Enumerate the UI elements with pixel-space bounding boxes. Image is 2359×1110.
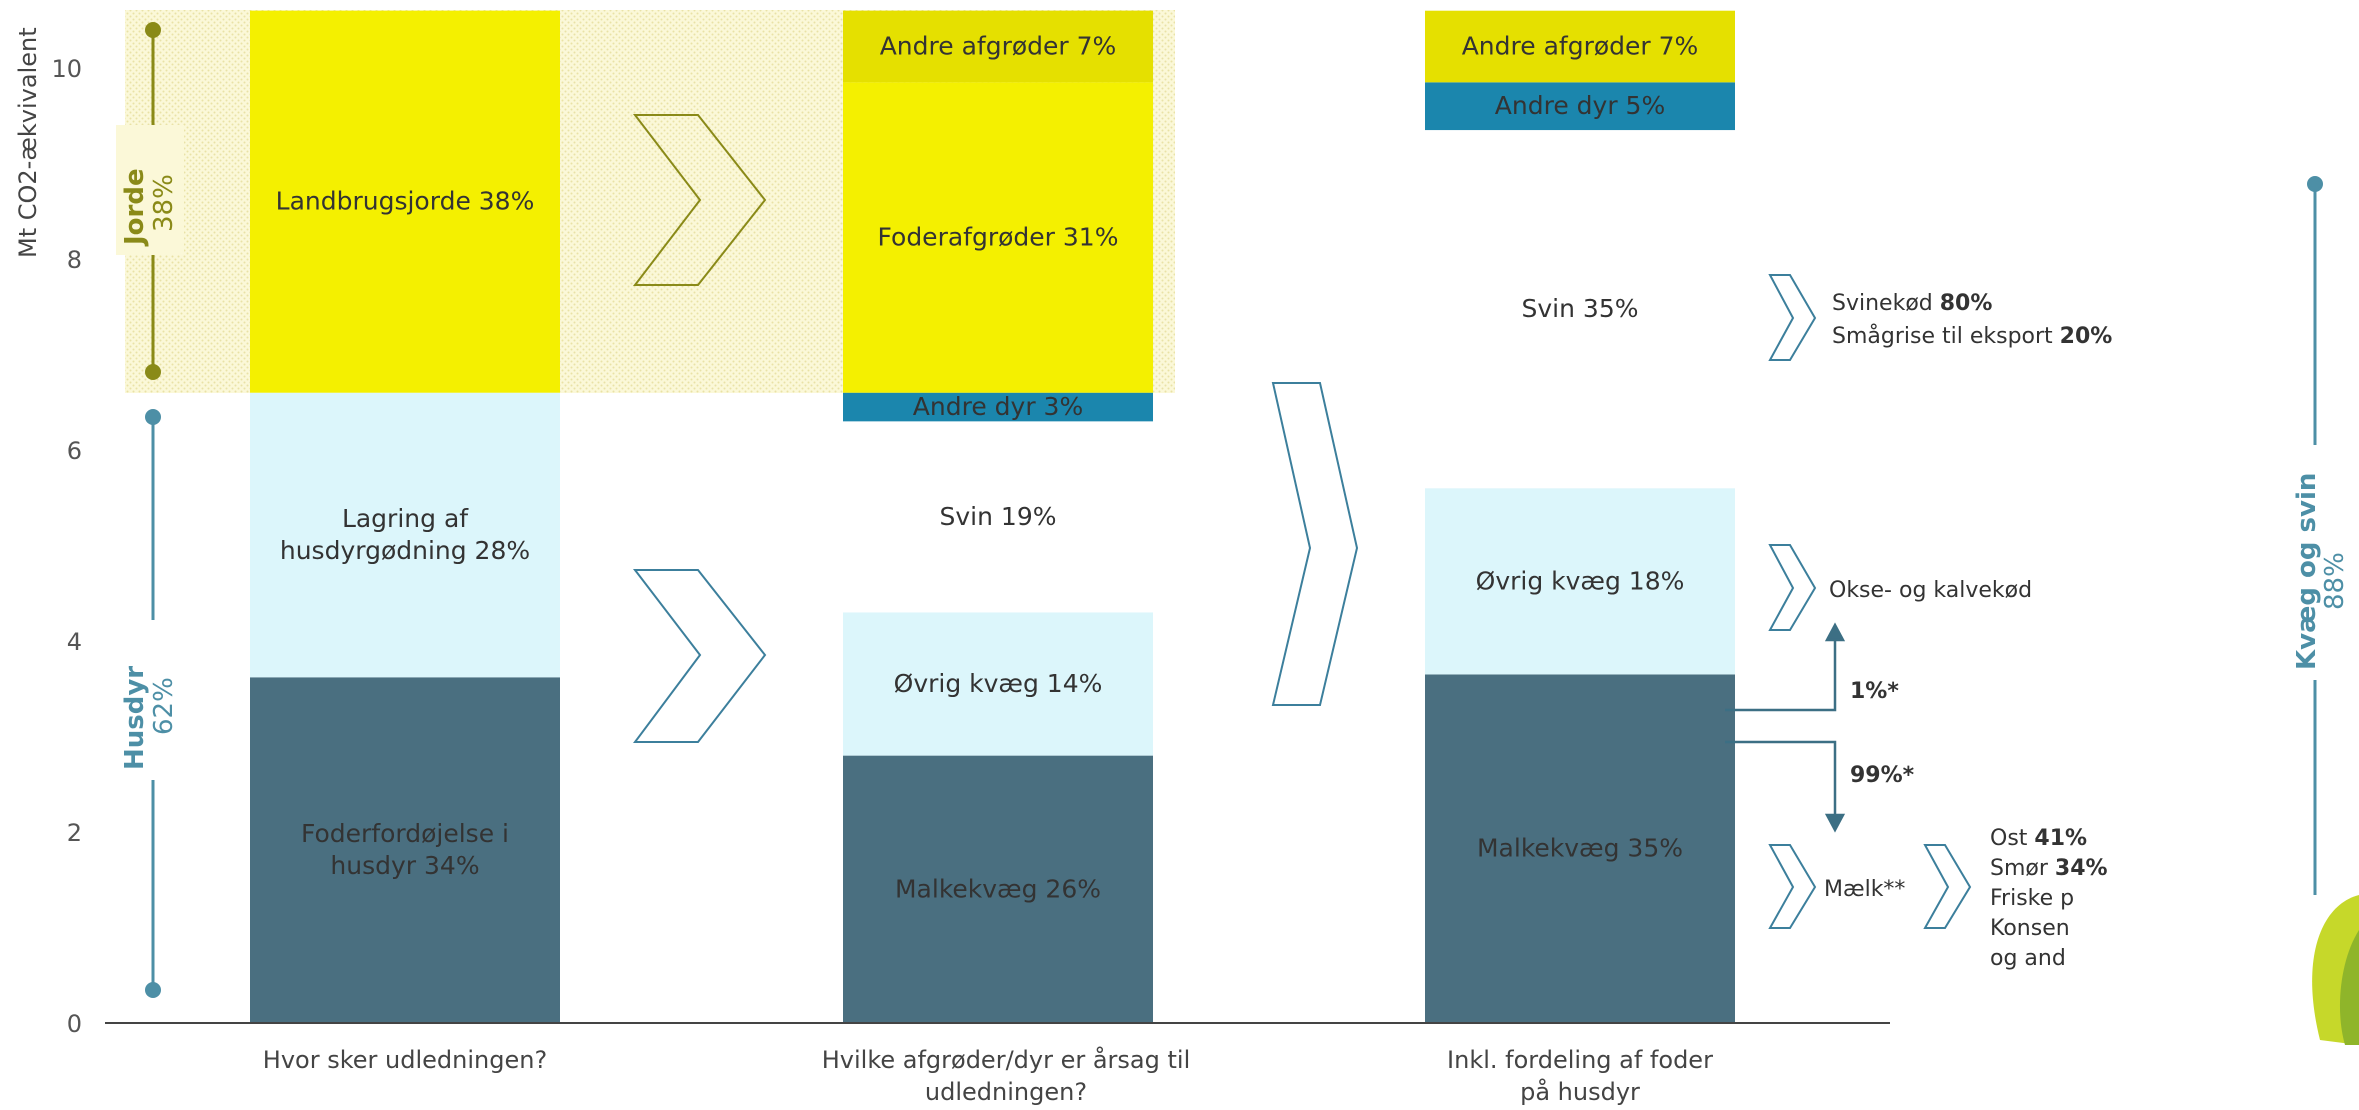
svg-text:Ost 41%: Ost 41% bbox=[1990, 826, 2087, 851]
chevron-husdyr-icon bbox=[635, 570, 765, 742]
occluding-panel bbox=[2085, 895, 2345, 1025]
jorde-group-label: Jorde bbox=[120, 168, 150, 247]
svg-text:Smågrise til eksport 20%: Smågrise til eksport 20% bbox=[1832, 323, 2112, 349]
y-axis-label: Mt CO2-ækvivalent bbox=[14, 27, 42, 258]
x-axis-labels: Hvor sker udledningen? Hvilke afgrøder/dy… bbox=[263, 1045, 1713, 1106]
chevron-okse-icon bbox=[1770, 545, 1815, 630]
x-tick-label: Inkl. fordeling af foder bbox=[1447, 1046, 1713, 1074]
husdyr-group-pct: 62% bbox=[149, 677, 179, 735]
y-tick-label: 0 bbox=[67, 1010, 82, 1038]
x-tick-label: Hvilke afgrøder/dyr er årsag til bbox=[822, 1045, 1191, 1074]
y-tick-label: 10 bbox=[51, 55, 82, 83]
bar-segment-label: Andre dyr 5% bbox=[1495, 91, 1665, 120]
split-down-label: 99%* bbox=[1850, 763, 1915, 788]
bar-segment-label: Andre dyr 3% bbox=[913, 392, 1083, 421]
bar-segment bbox=[250, 677, 560, 1023]
okse-kalvekoed-label: Okse- og kalvekød bbox=[1829, 578, 2032, 603]
jorde-group-pct: 38% bbox=[149, 174, 179, 232]
bar-segment-label: Landbrugsjorde 38% bbox=[276, 187, 535, 216]
kvaeg-svin-group-label: Kvæg og svin bbox=[2292, 473, 2322, 670]
x-tick-label: Hvor sker udledningen? bbox=[263, 1046, 547, 1074]
bar-segment-label: Foderafgrøder 31% bbox=[878, 223, 1119, 252]
x-tick-label: udledningen? bbox=[925, 1078, 1087, 1106]
bar-segment-label: Lagring af bbox=[342, 504, 469, 533]
chevron-maelk-icon bbox=[1770, 845, 1815, 928]
bar-segment-label: husdyrgødning 28% bbox=[280, 536, 530, 565]
husdyr-group-label: Husdyr bbox=[120, 666, 150, 770]
svin-products: Svinekød 80% Smågrise til eksport 20% bbox=[1832, 291, 2112, 349]
chevron-svin-icon bbox=[1770, 275, 1815, 360]
milk-split-arrows bbox=[1725, 625, 1843, 830]
svg-text:Konsen: Konsen bbox=[1990, 916, 2070, 941]
x-tick-label: på husdyr bbox=[1520, 1077, 1640, 1106]
bar-segment-label: Øvrig kvæg 14% bbox=[894, 669, 1103, 698]
svg-text:Friske p: Friske p bbox=[1990, 886, 2074, 911]
bar-segment-label: Andre afgrøder 7% bbox=[1462, 32, 1699, 61]
bar-segment-label: Foderfordøjelse i bbox=[301, 819, 509, 848]
svg-text:Smør 34%: Smør 34% bbox=[1990, 856, 2108, 881]
y-axis-ticks: 0 2 4 6 8 10 bbox=[51, 55, 82, 1038]
husdyr-bracket: Husdyr 62% bbox=[116, 409, 184, 998]
bar-segment-label: Malkekvæg 35% bbox=[1477, 834, 1683, 863]
split-up-label: 1%* bbox=[1850, 679, 1899, 704]
y-tick-label: 4 bbox=[67, 628, 82, 656]
bar-segment-label: Svin 35% bbox=[1522, 294, 1639, 323]
y-tick-label: 6 bbox=[67, 437, 82, 465]
bar-segment-label: Malkekvæg 26% bbox=[895, 874, 1101, 903]
bar-segment bbox=[250, 393, 560, 678]
bars-layer: Foderfordøjelse i husdyr 34% Lagring af hus… bbox=[250, 11, 1735, 1023]
kvaeg-svin-bracket: Kvæg og svin 88% bbox=[2285, 176, 2355, 1020]
y-tick-label: 2 bbox=[67, 819, 82, 847]
maelk-label: Mælk** bbox=[1824, 877, 1905, 902]
chevron-feed-distribution-icon bbox=[1273, 383, 1357, 705]
chevron-dairy-icon bbox=[1925, 845, 1970, 928]
bar-segment-label: Andre afgrøder 7% bbox=[880, 32, 1117, 61]
svg-text:og and: og and bbox=[1990, 946, 2066, 971]
svg-text:Svinekød 80%: Svinekød 80% bbox=[1832, 291, 1992, 316]
bar-segment-label: Øvrig kvæg 18% bbox=[1476, 566, 1685, 595]
y-tick-label: 8 bbox=[67, 246, 82, 274]
bar-segment-label: Svin 19% bbox=[940, 502, 1057, 531]
kvaeg-svin-group-pct: 88% bbox=[2320, 552, 2350, 610]
bar-segment-label: husdyr 34% bbox=[330, 851, 479, 880]
